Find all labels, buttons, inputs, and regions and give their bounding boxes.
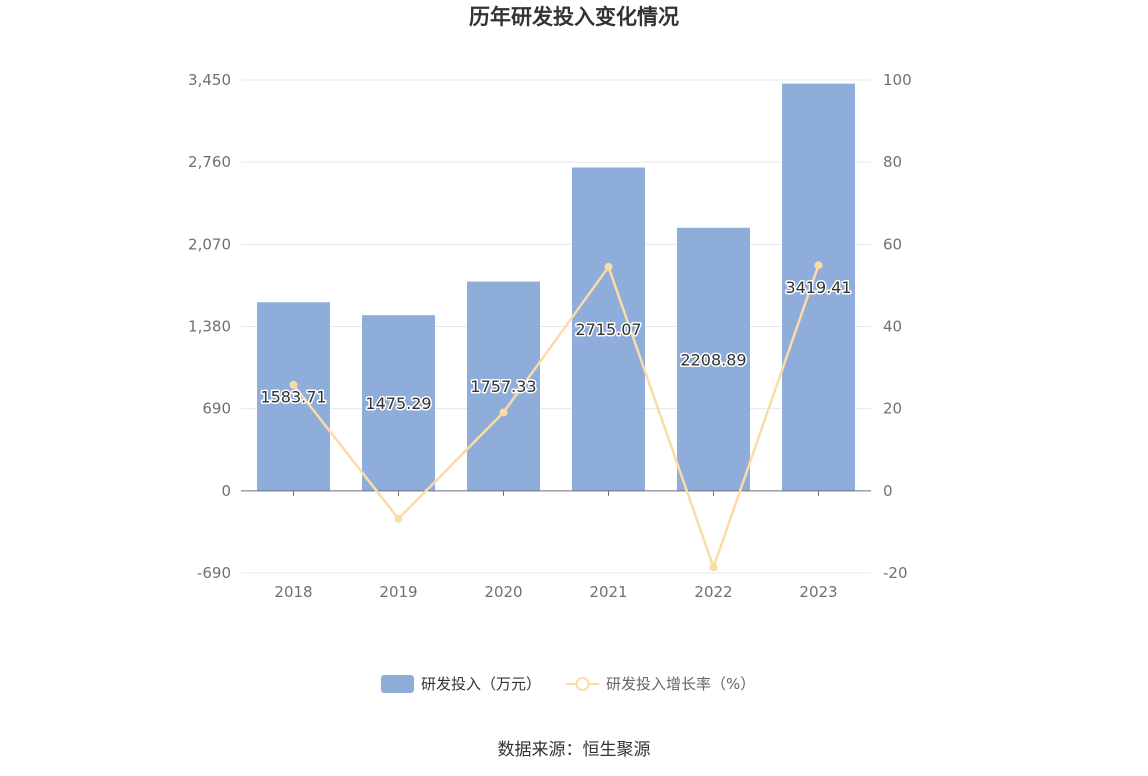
legend-item-bar[interactable]: 研发投入（万元） (381, 675, 541, 693)
x-tick-label: 2022 (694, 583, 732, 601)
y-right-tick-label: 20 (883, 400, 902, 418)
bar (467, 281, 540, 491)
bar-data-label: 1583.71 (260, 388, 326, 407)
legend-line-label: 研发投入增长率（%） (606, 675, 755, 693)
y-left-tick-label: 690 (202, 400, 231, 418)
y-right-tick-label: 60 (883, 235, 902, 253)
y-right-tick-label: -20 (883, 564, 908, 582)
y-axis-left: -690 0 690 1,380 2,070 2,760 3,450 (188, 71, 231, 582)
legend-bar-swatch (381, 675, 414, 693)
x-axis: 2018 2019 2020 2021 2022 2023 (241, 490, 871, 601)
x-tick-label: 2023 (799, 583, 837, 601)
bar (782, 83, 855, 491)
bar (362, 315, 435, 491)
bar (677, 227, 750, 491)
line-point (604, 262, 613, 271)
x-tick-label: 2018 (274, 583, 312, 601)
gridlines (241, 79, 871, 574)
y-left-tick-label: 1,380 (188, 318, 231, 336)
line-point (394, 514, 403, 523)
bar-series (257, 83, 855, 491)
legend-line-marker (575, 677, 590, 691)
bar-data-label: 2715.07 (575, 320, 641, 339)
x-tick-label: 2019 (379, 583, 417, 601)
y-left-tick-label: 2,070 (188, 235, 231, 253)
data-labels: 1583.71 1475.29 1757.33 2715.07 2208.89 3419.… (259, 277, 853, 415)
source-note: 数据来源：恒生聚源 (498, 740, 651, 760)
line-series (289, 261, 823, 572)
x-tick-label: 2020 (484, 583, 522, 601)
bar-data-label: 1475.29 (365, 394, 431, 413)
line-point (814, 261, 823, 270)
legend-bar-label: 研发投入（万元） (421, 675, 541, 693)
x-tick-label: 2021 (589, 583, 627, 601)
line-point (289, 380, 298, 389)
y-left-tick-label: -690 (197, 564, 231, 582)
line-point (499, 408, 508, 417)
y-right-tick-label: 0 (883, 482, 893, 500)
chart-title: 历年研发投入变化情况 (469, 5, 679, 29)
y-left-tick-label: 2,760 (188, 153, 231, 171)
growth-line (292, 264, 820, 569)
y-axis-right: -20 0 20 40 60 80 100 (883, 71, 912, 582)
legend-item-line[interactable]: 研发投入增长率（%） (566, 675, 755, 693)
line-point (709, 563, 718, 572)
y-right-tick-label: 40 (883, 318, 902, 336)
y-left-tick-label: 3,450 (188, 71, 231, 89)
y-left-tick-label: 0 (221, 482, 231, 500)
legend: 研发投入（万元） 研发投入增长率（%） (381, 675, 755, 693)
bar (257, 302, 330, 491)
bar-data-label: 2208.89 (680, 350, 746, 369)
bar-data-label: 3419.41 (785, 278, 851, 297)
y-right-tick-label: 100 (883, 71, 912, 89)
bar-data-label: 1757.33 (470, 377, 536, 396)
bar (572, 167, 645, 491)
y-right-tick-label: 80 (883, 153, 902, 171)
